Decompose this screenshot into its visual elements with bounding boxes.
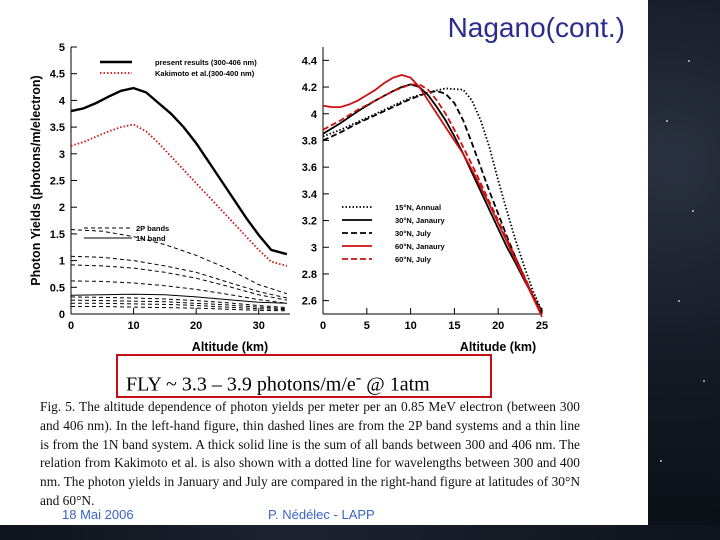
y-tick-label: 3.4 [302,189,318,201]
series-line-1 [70,123,288,267]
right-legend-label-0: 15°N, Annual [395,203,441,212]
fly-text: FLY ~ 3.3 – 3.9 photons/m/e [126,373,356,396]
y-axis-label: Photon Yields (photons/m/electron) [29,75,43,285]
footer-strip [0,525,720,540]
band-legend-label-0: 2P bands [136,224,169,233]
right-chart: 2.6 2.8 3 3.2 3.4 3.6 3.8 4 4.2 4.4 0 5 10 15 20 25Alti… [302,47,548,354]
series-line-0 [322,87,543,312]
x-tick-label: 0 [320,320,326,332]
series-line-6 [70,280,287,304]
series-line-1 [322,83,543,312]
y-tick-label: 1 [59,256,65,268]
y-tick-label: 5 [59,42,65,54]
band-legend-label-1: 1N band [136,234,166,243]
fly-summary-box: FLY ~ 3.3 – 3.9 photons/m/e- @ 1atm [116,354,492,398]
legend-label-0: present results (300-406 nm) [155,58,257,67]
series-line-2 [322,90,543,315]
y-tick-label: 3 [59,149,65,161]
y-tick-label: 4 [59,95,66,107]
x-axis-label: Altitude (km) [192,340,268,354]
y-tick-label: 2.6 [302,296,317,308]
y-tick-label: 4.5 [50,69,65,81]
figure-caption: Fig. 5. The altitude dependence of photo… [40,399,580,508]
x-tick-label: 25 [536,320,548,332]
series-line-3 [322,74,543,318]
right-legend-label-1: 30°N, Janaury [395,216,446,225]
footer-date: 18 Mai 2006 [62,507,134,522]
y-tick-label: 1.5 [50,229,65,241]
x-tick-label: 20 [492,320,504,332]
x-axis-label: Altitude (km) [460,340,536,354]
x-tick-label: 30 [253,320,265,332]
legend-label-1: Kakimoto et al.(300-400 nm) [155,69,255,78]
series-line-4 [322,83,543,315]
y-tick-label: 3 [311,242,317,254]
y-tick-label: 4 [311,109,318,121]
series-line-8 [70,299,287,310]
x-tick-label: 15 [448,320,460,332]
x-tick-label: 5 [364,320,370,332]
x-tick-label: 10 [404,320,416,332]
right-legend-label-3: 60°N, Janaury [395,242,446,251]
series-line-5 [70,264,287,301]
fly-superscript: - [355,368,362,387]
series-line-10 [71,306,287,312]
footer-author: P. Nédélec - LAPP [268,507,375,522]
series-line-7 [70,296,287,309]
y-tick-label: 4.2 [302,82,317,94]
y-tick-label: 2.5 [50,176,65,188]
y-tick-label: 2 [59,202,65,214]
series-line-3 [70,229,288,295]
right-legend-label-2: 30°N, July [395,229,432,238]
left-chart: 0 0.5 1 1.5 2 2.5 3 3.5 4 4.5 5 0 10 20 30 Altitude (km… [29,42,290,354]
series-line-2 [70,293,287,304]
y-tick-label: 3.2 [302,216,317,228]
y-tick-label: 0.5 [50,282,65,294]
x-tick-label: 0 [68,320,74,332]
y-tick-label: 3.6 [302,162,317,174]
y-tick-label: 2.8 [302,269,317,281]
y-tick-label: 0 [59,309,65,321]
series-line-0 [70,86,288,256]
series-line-9 [71,302,287,311]
fly-suffix: @ 1atm [361,373,430,396]
space-background [648,0,720,540]
x-tick-label: 20 [190,320,202,332]
x-tick-label: 10 [127,320,139,332]
series-line-4 [70,255,288,299]
right-legend-label-4: 60°N, July [395,255,432,264]
y-tick-label: 4.4 [302,55,318,67]
y-tick-label: 3.8 [302,135,317,147]
y-tick-label: 3.5 [50,122,65,134]
slide-title: Nagano(cont.) [447,12,625,43]
